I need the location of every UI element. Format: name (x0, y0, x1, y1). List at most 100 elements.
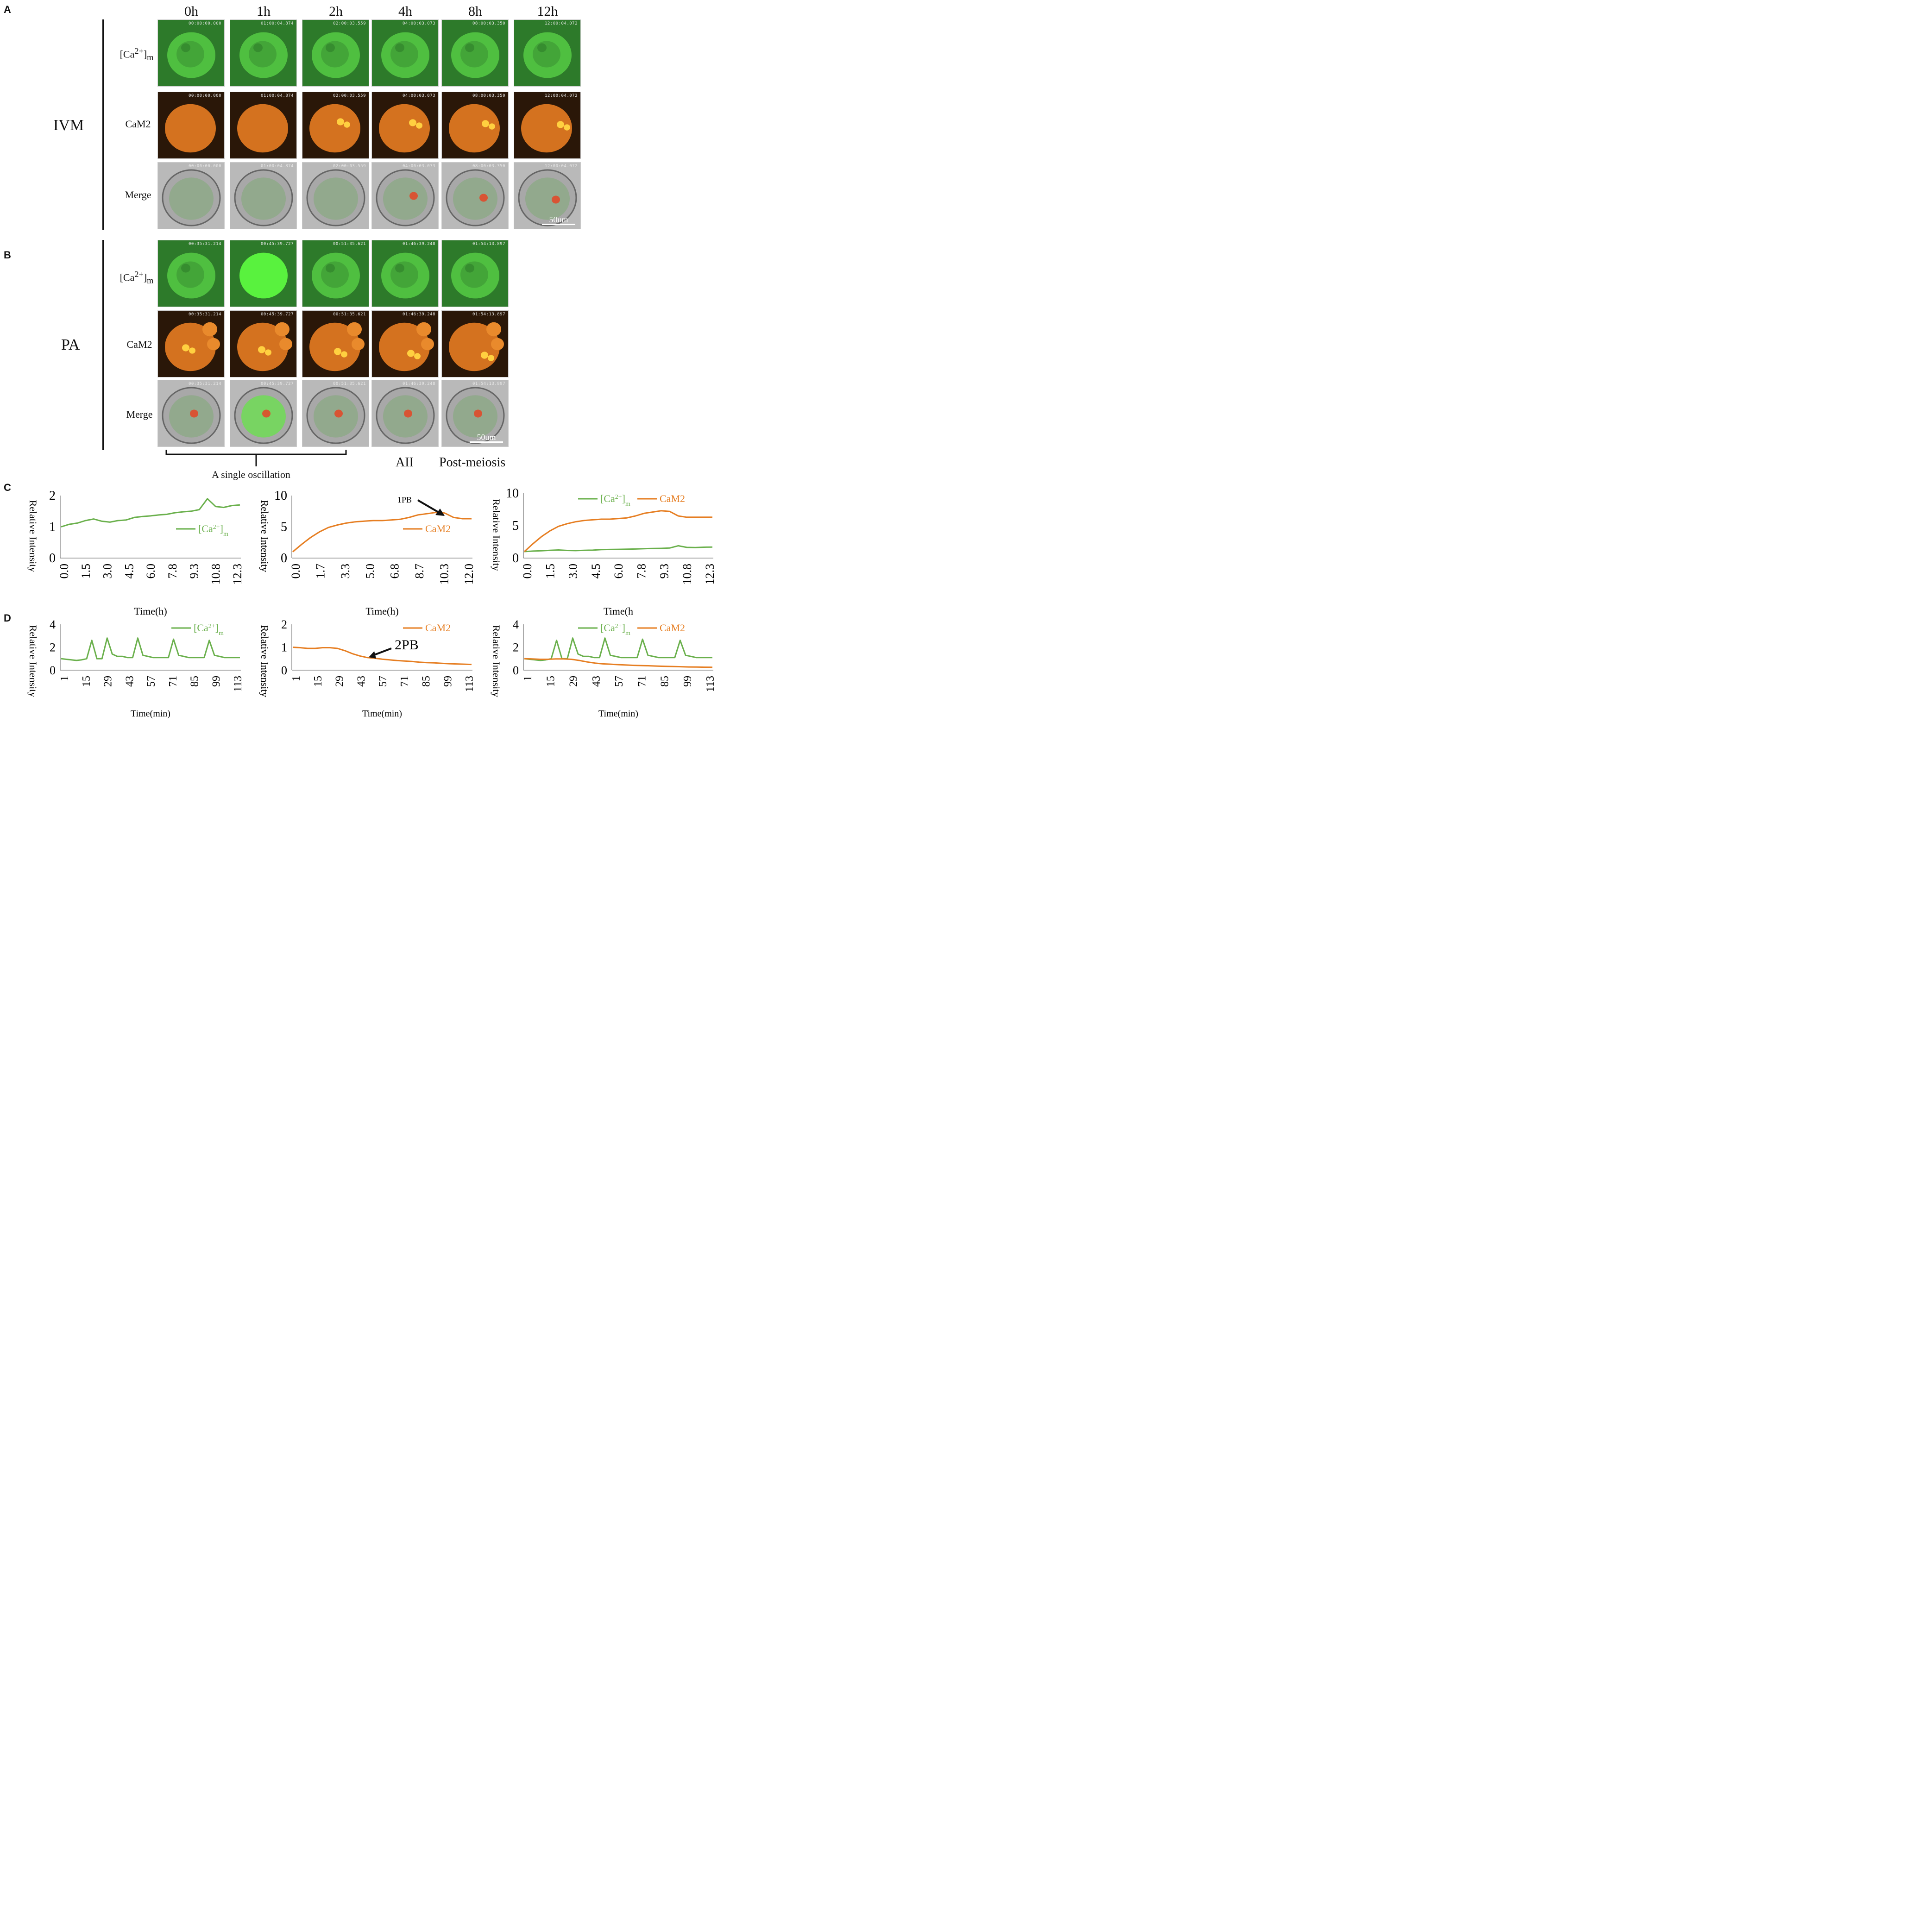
x-tick-label: 113 (232, 676, 244, 692)
timestamp-overlay: 08:00:03.350 (472, 94, 505, 98)
x-tick-label: 0.0 (521, 564, 534, 579)
x-axis-label: Time(h (604, 605, 633, 617)
legend-entry: [Ca2+]m (578, 622, 630, 637)
series-line (524, 511, 712, 552)
x-tick-label: 1 (59, 676, 71, 681)
x-tick-label: 1 (290, 676, 302, 681)
timestamp-overlay: 00:45:39.727 (261, 382, 294, 386)
series-line (524, 659, 712, 667)
merge-micrograph: 00:35:31.214 (157, 380, 225, 447)
single-oscillation-label: A single oscillation (212, 469, 290, 481)
chart-c2: 05100.0 1.7 3.3 5.0 6.8 8.7 10.3 12.0Relative I… (250, 484, 482, 618)
aii-label: AII (396, 455, 414, 470)
annotation-2pb: 2PB (395, 637, 419, 653)
y-tick-label: 10 (506, 486, 519, 501)
x-tick-label: 43 (124, 676, 136, 687)
merge-micrograph: 08:00:03.350 (441, 162, 509, 229)
merge-micrograph: 01:54:13.897 50um (441, 380, 509, 447)
x-tick-label: 43 (355, 676, 367, 687)
svg-text:[Ca2+]m: [Ca2+]m (600, 622, 630, 637)
x-axis-label: Time(h) (365, 605, 398, 617)
y-tick-label: 0 (513, 664, 519, 677)
x-axis-label: Time(h) (134, 605, 167, 617)
x-tick-label: 99 (442, 676, 454, 687)
cam-micrograph: 01:46:39.248 (371, 310, 439, 377)
ca-micrograph: 04:00:03.073 (371, 19, 439, 87)
x-tick-label: 12.0 (462, 564, 476, 585)
x-tick-label: 3.0 (566, 564, 580, 579)
x-tick-label: 6.0 (144, 564, 157, 579)
merge-micrograph: 00:51:35.621 (302, 380, 369, 447)
timestamp-overlay: 04:00:03.073 (403, 164, 435, 169)
merge-micrograph: 02:00:03.559 (302, 162, 369, 229)
post-meiosis-label: Post-meiosis (439, 455, 505, 470)
timestamp-overlay: 01:46:39.248 (403, 242, 435, 246)
cam-micrograph: 01:00:04.874 (230, 92, 297, 159)
cam-micrograph: 02:00:03.559 (302, 92, 369, 159)
x-tick-label: 4.5 (589, 564, 603, 579)
y-tick-label: 2 (513, 641, 519, 654)
x-tick-label: 0.0 (57, 564, 71, 579)
row-label-cam2-ivm: CaM2 (113, 118, 164, 130)
y-axis-label: Relative Intensity (491, 499, 502, 571)
time-header-0h: 0h (159, 4, 224, 19)
y-tick-label: 0 (50, 664, 56, 677)
merge-micrograph: 00:00:00.000 (157, 162, 225, 229)
y-axis-label: Relative Intensity (491, 625, 502, 697)
timestamp-overlay: 01:00:04.874 (261, 21, 294, 26)
merge-micrograph: 01:46:39.248 (371, 380, 439, 447)
cam-micrograph: 04:00:03.073 (371, 92, 439, 159)
legend-entry: CaM2 (403, 523, 451, 534)
x-axis-label: Time(min) (131, 709, 170, 719)
timestamp-overlay: 00:00:00.000 (189, 164, 221, 169)
row-label-ca-ivm: [Ca2+]m (111, 46, 162, 63)
svg-text:CaM2: CaM2 (660, 493, 685, 504)
y-tick-label: 1 (49, 520, 56, 534)
y-tick-label: 2 (50, 641, 56, 654)
panel-letter-c: C (4, 482, 11, 494)
cam-micrograph: 08:00:03.350 (441, 92, 509, 159)
legend-entry: CaM2 (637, 493, 685, 504)
ca-micrograph: 01:00:04.874 (230, 19, 297, 87)
legend-entry: CaM2 (637, 622, 685, 634)
y-axis-label: Relative Intensity (27, 500, 39, 572)
x-tick-label: 29 (568, 676, 580, 687)
svg-text:[Ca2+]m: [Ca2+]m (198, 523, 228, 538)
series-line (61, 499, 240, 527)
group-label-pa: PA (61, 336, 80, 354)
x-tick-label: 5.0 (363, 564, 377, 579)
row-label-ca-pa: [Ca2+]m (111, 270, 162, 286)
timestamp-overlay: 01:00:04.874 (261, 164, 294, 169)
x-tick-label: 71 (636, 676, 648, 687)
timestamp-overlay: 00:51:35.621 (333, 312, 366, 317)
x-axis-label: Time(min) (362, 709, 402, 719)
y-axis-label: Relative Intensity (27, 625, 39, 697)
cam-micrograph: 00:45:39.727 (230, 310, 297, 377)
series-line (293, 647, 472, 665)
scale-bar: 50um (542, 215, 575, 225)
legend-entry: [Ca2+]m (171, 622, 224, 637)
group-label-ivm: IVM (53, 117, 84, 134)
timestamp-overlay: 01:54:13.897 (472, 312, 505, 317)
series-line (61, 638, 240, 660)
cam-micrograph: 12:00:04.072 (514, 92, 581, 159)
timestamp-overlay: 00:51:35.621 (333, 242, 366, 246)
x-tick-label: 12.3 (231, 564, 244, 585)
merge-micrograph: 12:00:04.072 50um (514, 162, 581, 229)
x-tick-label: 71 (167, 676, 179, 687)
y-tick-label: 1 (281, 641, 287, 654)
ca-micrograph: 00:51:35.621 (302, 240, 369, 307)
timestamp-overlay: 02:00:03.559 (333, 94, 366, 98)
y-tick-label: 4 (50, 618, 56, 631)
timestamp-overlay: 00:00:00.000 (189, 21, 221, 26)
x-tick-label: 10.8 (209, 564, 222, 585)
x-tick-label: 43 (591, 676, 603, 687)
x-tick-label: 29 (102, 676, 114, 687)
ca-micrograph: 02:00:03.559 (302, 19, 369, 87)
x-tick-label: 6.8 (388, 564, 402, 579)
x-tick-label: 29 (334, 676, 346, 687)
y-tick-label: 0 (512, 551, 519, 565)
cam-micrograph: 00:00:00.000 (157, 92, 225, 159)
time-header-1h: 1h (231, 4, 296, 19)
ca-micrograph: 00:45:39.727 (230, 240, 297, 307)
